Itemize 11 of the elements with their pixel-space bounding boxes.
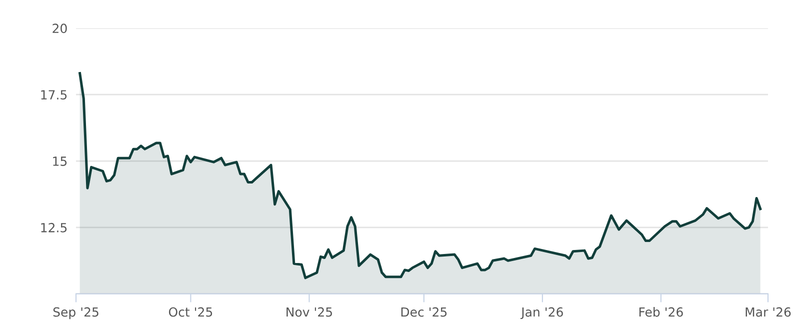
x-tick-label: Feb '26 <box>639 307 683 317</box>
y-tick-label: 12.5 <box>41 222 67 232</box>
x-tick-label: Mar '26 <box>746 307 791 317</box>
x-tick-label: Jan '26 <box>520 307 563 320</box>
y-tick-label: 17.5 <box>41 90 67 100</box>
x-tick-label: Sep '25 <box>53 307 98 320</box>
y-tick-label: 20 <box>52 24 67 34</box>
y-tick-label: 15 <box>53 156 67 166</box>
x-tick-label: Oct '25 <box>168 307 212 317</box>
x-tick-label: Nov '25 <box>286 307 332 317</box>
x-tick-label: Dec '25 <box>401 307 447 317</box>
